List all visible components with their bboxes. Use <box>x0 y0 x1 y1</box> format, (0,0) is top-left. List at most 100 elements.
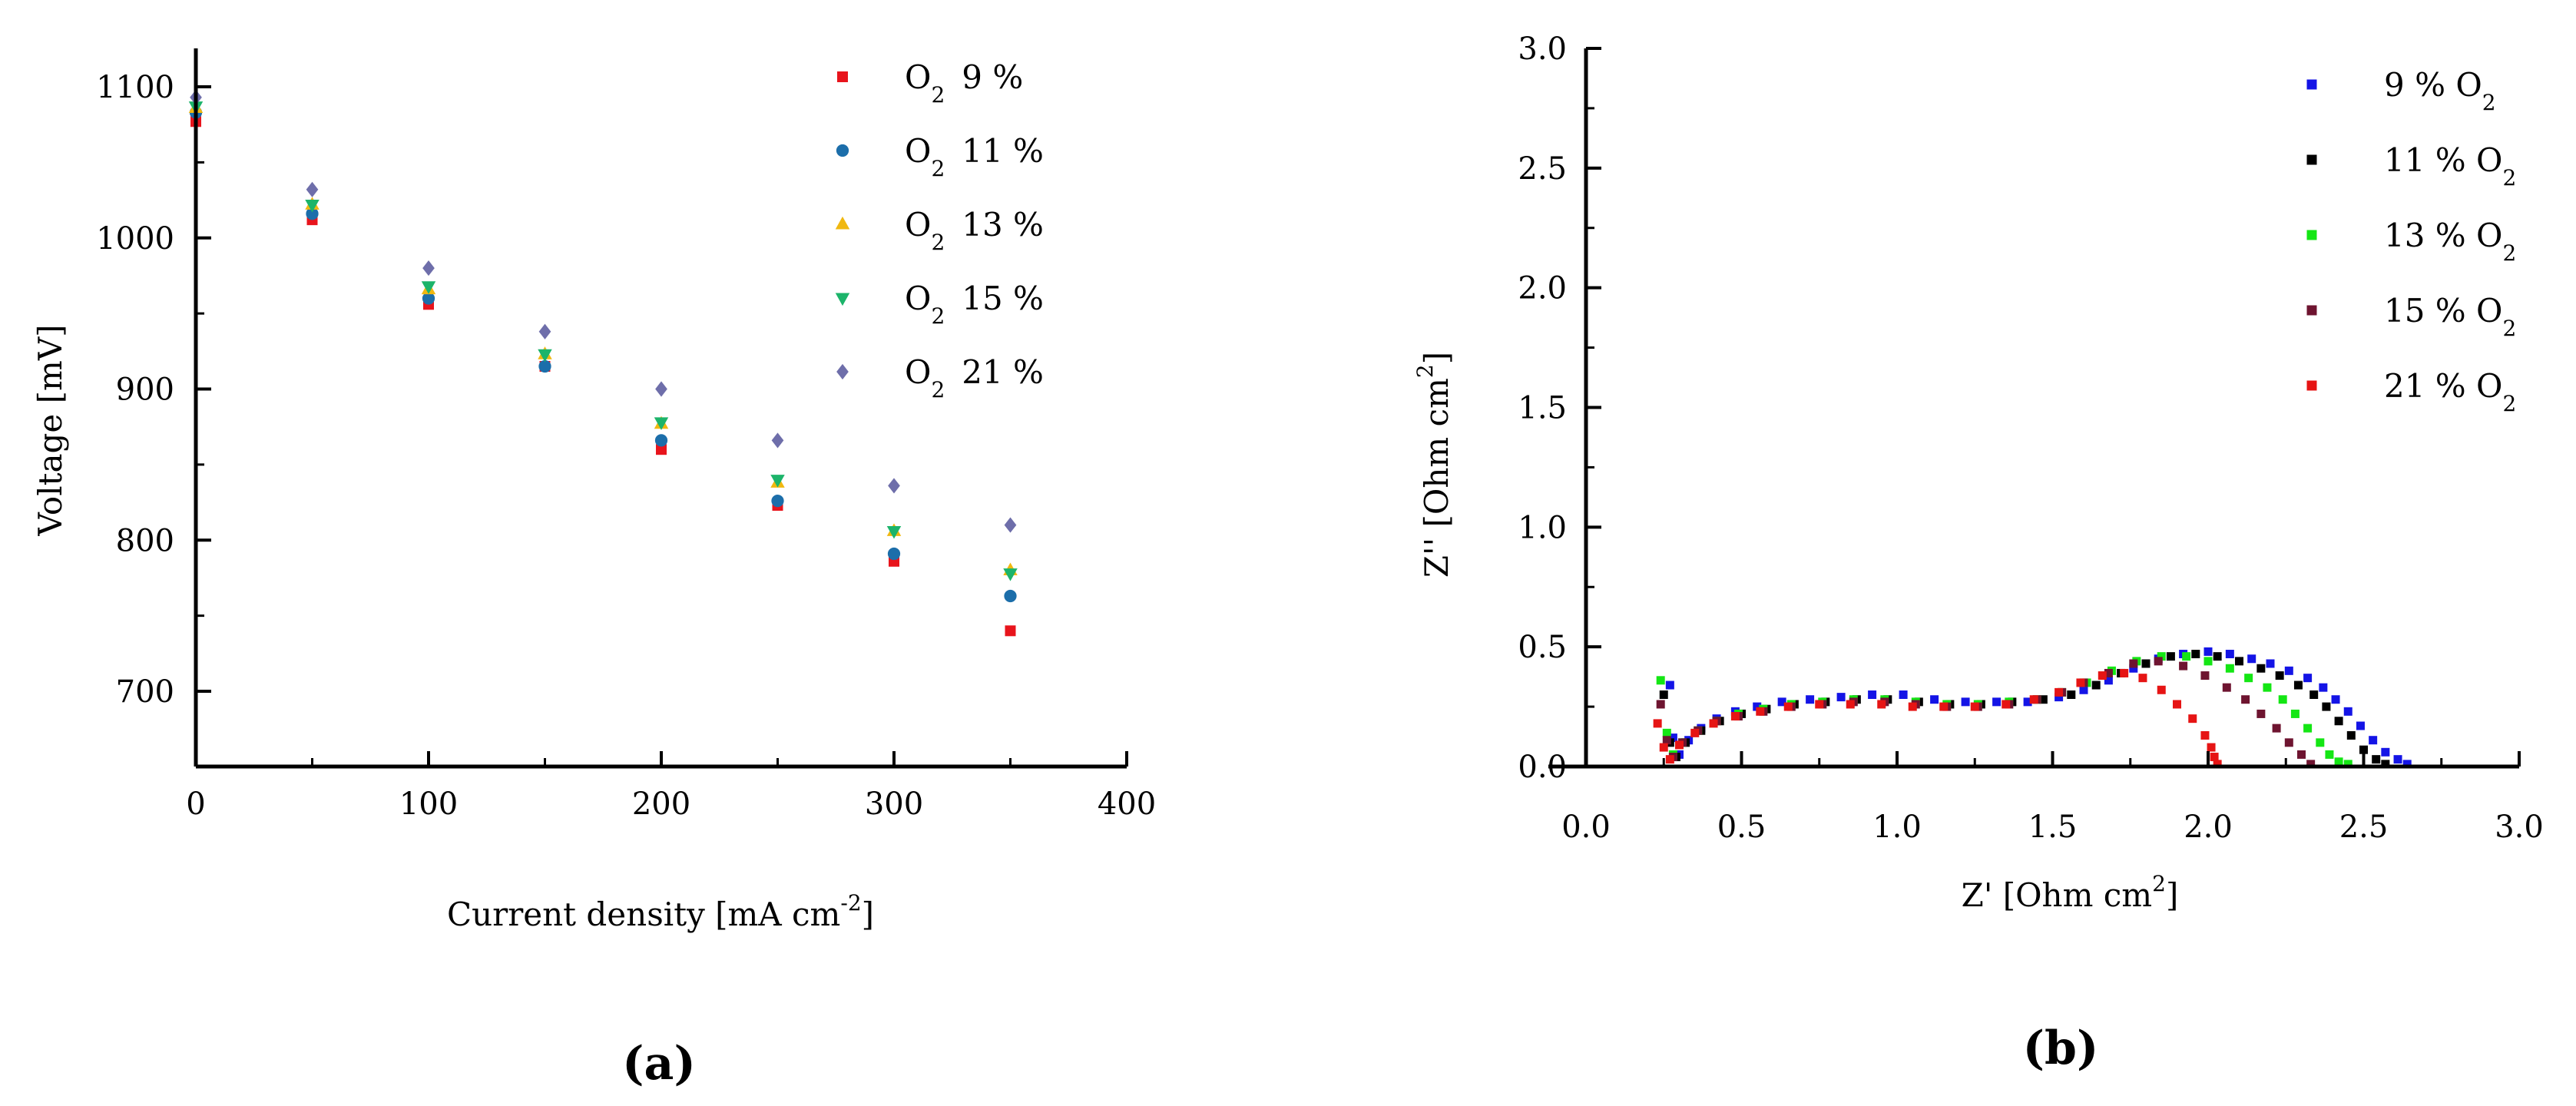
panel-a-y-tick-label: 1000 <box>96 221 174 257</box>
panel-b-point <box>2334 757 2343 767</box>
panel-b-point <box>2138 674 2147 683</box>
panel-b-point <box>2325 750 2334 759</box>
panel-b-point <box>2263 683 2272 692</box>
panel-b-point <box>1930 695 1939 704</box>
panel-a-point <box>1004 589 1017 603</box>
panel-a-point <box>538 323 551 339</box>
panel-b-point <box>2241 695 2250 704</box>
panel-b-point <box>2222 683 2231 692</box>
panel-b-point <box>1939 702 1949 711</box>
panel-a-point <box>887 547 901 561</box>
panel-b-point <box>2067 690 2076 699</box>
panel-b-x-tick-label: 0.0 <box>1561 810 1611 845</box>
panel-b-point <box>2303 674 2313 683</box>
panel-b-point <box>1756 707 1765 716</box>
panel-a-point <box>538 359 551 373</box>
panel-a-legend-name: 13 % <box>962 206 1044 243</box>
panel-b-point <box>2331 695 2340 704</box>
panel-a-point <box>770 475 785 488</box>
panel-a-legend-sub: 2 <box>931 377 945 402</box>
panel-b-y-tick-label: 0.5 <box>1518 630 1567 665</box>
panel-b-point <box>2381 760 2390 769</box>
panel-b-point <box>2275 671 2284 680</box>
panel-b-point <box>2104 676 2113 685</box>
panel-b-point <box>2225 664 2234 673</box>
panel-b-legend-label: 21 % O2 <box>2384 367 2516 416</box>
panel-a-legend-sub: 2 <box>931 230 945 255</box>
panel-b-point <box>2204 657 2213 666</box>
panel-b-point <box>1665 680 1674 690</box>
panel-b-point <box>1662 736 1671 745</box>
panel-b-point <box>2213 760 2222 769</box>
panel-b-point <box>2266 659 2275 668</box>
panel-b-point <box>2002 700 2011 709</box>
panel-a-legend-sub: 2 <box>931 303 945 329</box>
panel-b-x-tick-label: 3.0 <box>2495 810 2544 845</box>
panel-b-point <box>2369 736 2378 745</box>
panel-a-legend-sub: 2 <box>931 156 945 181</box>
panel-b-point <box>1690 728 1700 737</box>
panel-b-y-axis-title: Z'' [Ohm cm2] <box>1412 352 1455 578</box>
panel-b-x-tick-label: 0.5 <box>1717 810 1766 845</box>
panel-b-point <box>1659 743 1668 752</box>
panel-b-point <box>2179 661 2188 671</box>
panel-a-point <box>1005 625 1016 637</box>
panel-b-point <box>1753 702 1762 711</box>
panel-b-x-axis-title: Z' [Ohm cm2] <box>1962 871 2179 914</box>
panel-b-point <box>2029 695 2038 704</box>
panel-a-y-tick-label: 1100 <box>96 70 174 105</box>
panel-b-x-axis-title-close: ] <box>2166 876 2178 914</box>
panel-b-legend-name: 15 % O <box>2384 292 2503 329</box>
panel-b-point <box>2356 721 2365 730</box>
panel-b-point <box>2284 738 2293 747</box>
panel-a-x-axis-title-main: Current density [mA cm <box>447 896 840 933</box>
panel-b-legend-marker <box>2306 230 2317 240</box>
panel-b-point <box>2293 680 2303 690</box>
panel-a-legend-prefix: O <box>905 280 931 317</box>
panel-a-x-tick-label: 400 <box>1098 786 1156 822</box>
panel-b-legend-name: 9 % O <box>2384 66 2482 104</box>
panel-b-x-tick-label: 2.0 <box>2184 810 2233 845</box>
panel-a-y-axis-title: Voltage [mV] <box>31 324 69 536</box>
panel-a-point <box>306 207 319 220</box>
panel-b-point <box>2256 664 2266 673</box>
panel-a-voltage-chart: 0 100 200 300 400 700 800 900 1000 1100 Voltage [… <box>31 48 1156 1091</box>
panel-b-x-axis-title-main: Z' [Ohm cm <box>1962 876 2152 914</box>
panel-b-y-tick-label: 2.0 <box>1518 271 1567 306</box>
panel-a-legend-name: 21 % <box>962 353 1044 391</box>
panel-b-point <box>1653 719 1662 728</box>
panel-a-y-tick-label: 800 <box>116 523 174 558</box>
panel-b-point <box>2290 709 2300 718</box>
panel-a-point <box>422 292 435 305</box>
panel-b-point <box>1662 728 1671 737</box>
panel-b-legend-name: 13 % O <box>2384 217 2503 254</box>
panel-a-point <box>538 349 552 363</box>
panel-b-point <box>2200 730 2210 740</box>
panel-b-y-tick-label: 2.5 <box>1518 151 1567 187</box>
panel-b-point <box>1656 676 1665 685</box>
panel-a-ticks: 0 100 200 300 400 700 800 900 1000 1100 <box>96 70 1156 822</box>
panel-b-point <box>2297 750 2306 759</box>
panel-b-point <box>2343 760 2353 769</box>
panel-b-point <box>1659 690 1668 699</box>
panel-b-point <box>2104 668 2113 677</box>
panel-b-point <box>2038 695 2048 704</box>
panel-b-point <box>2372 755 2381 764</box>
panel-a-point <box>771 494 784 508</box>
panel-a-x-tick-label: 200 <box>632 786 690 822</box>
panel-a-legend-label: O2 13 % <box>905 206 1044 255</box>
panel-b-point <box>2316 738 2325 747</box>
panel-b-point <box>2129 659 2138 668</box>
panel-b-legend-label: 13 % O2 <box>2384 217 2516 266</box>
panel-a-legend-sub: 2 <box>931 82 945 108</box>
panel-b-y-axis-title-sup: 2 <box>1412 364 1438 378</box>
panel-a-label: (a) <box>622 1037 696 1091</box>
panel-b-legend-marker <box>2306 79 2317 90</box>
panel-b-point <box>1961 697 1970 707</box>
panel-a-y-tick-label: 900 <box>116 373 174 408</box>
panel-b-point <box>1836 693 1846 702</box>
panel-a-x-axis-title: Current density [mA cm-2] <box>447 890 874 933</box>
panel-b-point <box>2303 724 2313 733</box>
panel-b-point <box>2343 707 2353 716</box>
panel-b-point <box>2182 652 2191 661</box>
